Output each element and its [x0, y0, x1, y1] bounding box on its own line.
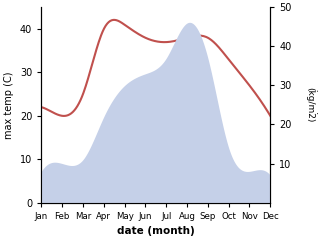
Y-axis label: med. precipitation
(kg/m2): med. precipitation (kg/m2): [306, 63, 318, 147]
X-axis label: date (month): date (month): [117, 226, 195, 236]
Y-axis label: max temp (C): max temp (C): [4, 71, 14, 139]
